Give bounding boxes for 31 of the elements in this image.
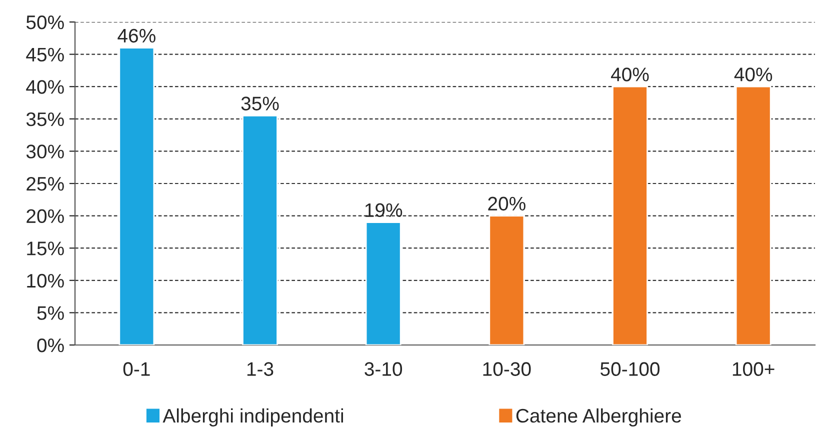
x-tick-label: 3-10 — [364, 362, 402, 376]
x-tick-label: 1-3 — [247, 362, 274, 376]
data-label: 40% — [734, 68, 772, 82]
bar — [242, 114, 278, 345]
y-tick-label: 40% — [26, 80, 64, 94]
bar — [735, 86, 772, 345]
y-tick-label: 0% — [37, 338, 64, 352]
y-tick-label: 10% — [27, 274, 64, 288]
legend-label: Catene Alberghiere — [516, 408, 682, 426]
data-label: 19% — [365, 203, 402, 218]
x-tick-label: 100+ — [732, 362, 774, 376]
bar — [118, 47, 155, 345]
y-tick-label: 20% — [26, 209, 64, 224]
data-label: 46% — [118, 28, 156, 43]
data-label: 20% — [488, 196, 526, 211]
data-label: 35% — [241, 96, 279, 110]
y-tick-label: 50% — [26, 15, 64, 30]
y-tick-label: 35% — [26, 112, 64, 126]
legend-label: Alberghi indipendenti — [162, 408, 343, 426]
y-tick-label: 30% — [26, 144, 64, 158]
bar — [488, 215, 525, 345]
x-tick-label: 50-100 — [600, 362, 660, 376]
y-tick-label: 15% — [27, 242, 64, 256]
y-tick-label: 45% — [26, 48, 64, 62]
y-tick-label: 25% — [26, 176, 64, 191]
x-tick-label: 10-30 — [483, 362, 531, 376]
data-label: 40% — [610, 68, 649, 82]
bar — [365, 222, 402, 345]
y-tick-label: 5% — [37, 306, 64, 320]
x-tick-label: 0-1 — [123, 362, 150, 376]
bar — [612, 86, 648, 345]
